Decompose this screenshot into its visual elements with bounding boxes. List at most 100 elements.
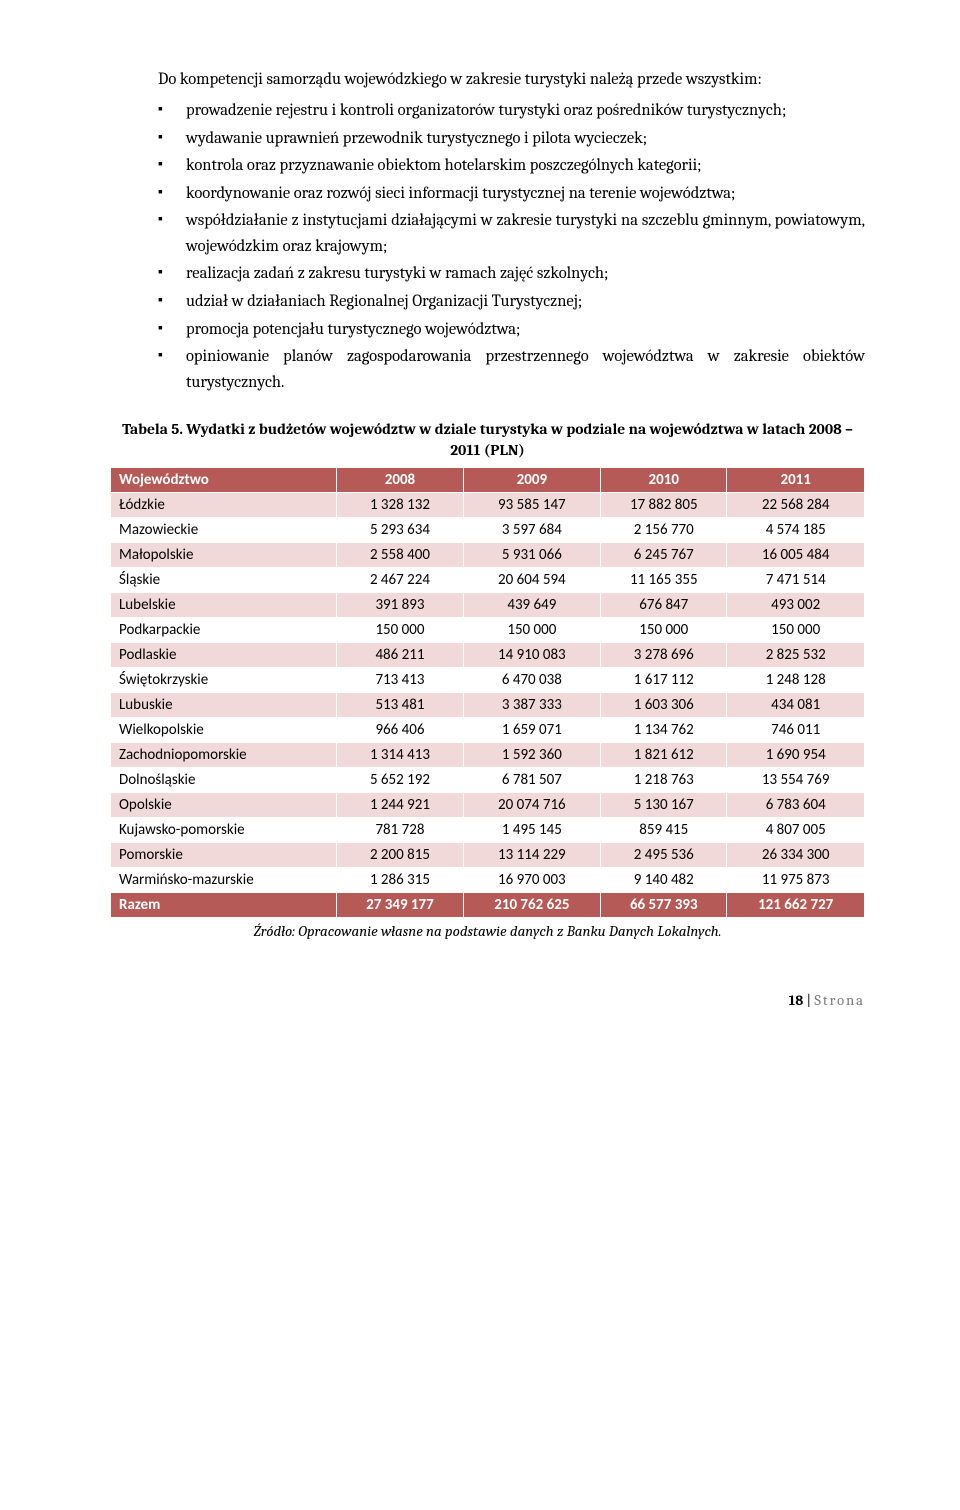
total-label: Razem [111,893,337,918]
total-value: 66 577 393 [601,893,727,918]
cell-value: 5 293 634 [337,518,463,543]
cell-value: 859 415 [601,818,727,843]
cell-value: 13 554 769 [727,768,865,793]
cell-value: 1 218 763 [601,768,727,793]
table-source: Źródło: Opracowanie własne na podstawie … [110,922,865,940]
cell-value: 6 781 507 [463,768,601,793]
cell-value: 16 970 003 [463,868,601,893]
cell-value: 746 011 [727,718,865,743]
col-header-2011: 2011 [727,468,865,493]
page-number: 18 [789,992,804,1009]
cell-value: 439 649 [463,593,601,618]
table-row: Lubuskie513 4813 387 3331 603 306434 081 [111,693,865,718]
list-item: realizacja zadań z zakresu turystyki w r… [158,261,865,287]
cell-value: 2 495 536 [601,843,727,868]
cell-value: 676 847 [601,593,727,618]
row-label: Świętokrzyskie [111,668,337,693]
table-caption: Tabela 5. Wydatki z budżetów województw … [110,419,865,461]
table-row: Kujawsko-pomorskie781 7281 495 145859 41… [111,818,865,843]
col-header-2009: 2009 [463,468,601,493]
cell-value: 2 467 224 [337,568,463,593]
table-row: Lubelskie391 893439 649676 847493 002 [111,593,865,618]
row-label: Dolnośląskie [111,768,337,793]
cell-value: 16 005 484 [727,543,865,568]
page-label: Strona [814,992,865,1009]
cell-value: 6 470 038 [463,668,601,693]
cell-value: 26 334 300 [727,843,865,868]
cell-value: 4 807 005 [727,818,865,843]
row-label: Łódzkie [111,493,337,518]
cell-value: 1 328 132 [337,493,463,518]
cell-value: 1 248 128 [727,668,865,693]
row-label: Wielkopolskie [111,718,337,743]
table-row: Opolskie1 244 92120 074 7165 130 1676 78… [111,793,865,818]
cell-value: 493 002 [727,593,865,618]
cell-value: 4 574 185 [727,518,865,543]
row-label: Podkarpackie [111,618,337,643]
table-row: Świętokrzyskie713 4136 470 0381 617 1121… [111,668,865,693]
row-label: Opolskie [111,793,337,818]
cell-value: 17 882 805 [601,493,727,518]
row-label: Śląskie [111,568,337,593]
cell-value: 150 000 [601,618,727,643]
cell-value: 3 387 333 [463,693,601,718]
competency-list: prowadzenie rejestru i kontroli organiza… [110,98,865,395]
page-footer: 18 | Strona [110,992,865,1009]
row-label: Kujawsko-pomorskie [111,818,337,843]
cell-value: 1 244 921 [337,793,463,818]
col-header-region: Województwo [111,468,337,493]
cell-value: 20 604 594 [463,568,601,593]
cell-value: 781 728 [337,818,463,843]
cell-value: 2 558 400 [337,543,463,568]
row-label: Warmińsko-mazurskie [111,868,337,893]
footer-separator: | [803,992,814,1009]
row-label: Lubelskie [111,593,337,618]
row-label: Podlaskie [111,643,337,668]
cell-value: 2 825 532 [727,643,865,668]
col-header-2010: 2010 [601,468,727,493]
total-value: 210 762 625 [463,893,601,918]
cell-value: 9 140 482 [601,868,727,893]
list-item: promocja potencjału turystycznego wojewó… [158,317,865,343]
cell-value: 5 652 192 [337,768,463,793]
cell-value: 5 130 167 [601,793,727,818]
row-label: Małopolskie [111,543,337,568]
cell-value: 1 134 762 [601,718,727,743]
cell-value: 1 659 071 [463,718,601,743]
table-row: Śląskie2 467 22420 604 59411 165 3557 47… [111,568,865,593]
cell-value: 1 592 360 [463,743,601,768]
cell-value: 22 568 284 [727,493,865,518]
intro-paragraph: Do kompetencji samorządu wojewódzkiego w… [110,67,865,93]
cell-value: 1 821 612 [601,743,727,768]
row-label: Pomorskie [111,843,337,868]
budget-table: Województwo 2008 2009 2010 2011 Łódzkie1… [110,467,865,918]
table-row: Warmińsko-mazurskie1 286 31516 970 0039 … [111,868,865,893]
cell-value: 391 893 [337,593,463,618]
list-item: opiniowanie planów zagospodarowania prze… [158,344,865,395]
cell-value: 3 278 696 [601,643,727,668]
list-item: kontrola oraz przyznawanie obiektom hote… [158,153,865,179]
total-value: 121 662 727 [727,893,865,918]
table-row: Pomorskie2 200 81513 114 2292 495 53626 … [111,843,865,868]
row-label: Mazowieckie [111,518,337,543]
cell-value: 1 603 306 [601,693,727,718]
table-total-row: Razem27 349 177210 762 62566 577 393121 … [111,893,865,918]
table-row: Zachodniopomorskie1 314 4131 592 3601 82… [111,743,865,768]
list-item: koordynowanie oraz rozwój sieci informac… [158,181,865,207]
list-item: wydawanie uprawnień przewodnik turystycz… [158,126,865,152]
list-item: prowadzenie rejestru i kontroli organiza… [158,98,865,124]
table-header: Województwo 2008 2009 2010 2011 [111,468,865,493]
cell-value: 14 910 083 [463,643,601,668]
cell-value: 3 597 684 [463,518,601,543]
table-row: Łódzkie1 328 13293 585 14717 882 80522 5… [111,493,865,518]
table-row: Podkarpackie150 000150 000150 000150 000 [111,618,865,643]
page-content: Do kompetencji samorządu wojewódzkiego w… [0,0,960,1049]
cell-value: 150 000 [337,618,463,643]
cell-value: 11 165 355 [601,568,727,593]
col-header-2008: 2008 [337,468,463,493]
cell-value: 966 406 [337,718,463,743]
cell-value: 93 585 147 [463,493,601,518]
total-value: 27 349 177 [337,893,463,918]
table-row: Wielkopolskie966 4061 659 0711 134 76274… [111,718,865,743]
cell-value: 1 286 315 [337,868,463,893]
